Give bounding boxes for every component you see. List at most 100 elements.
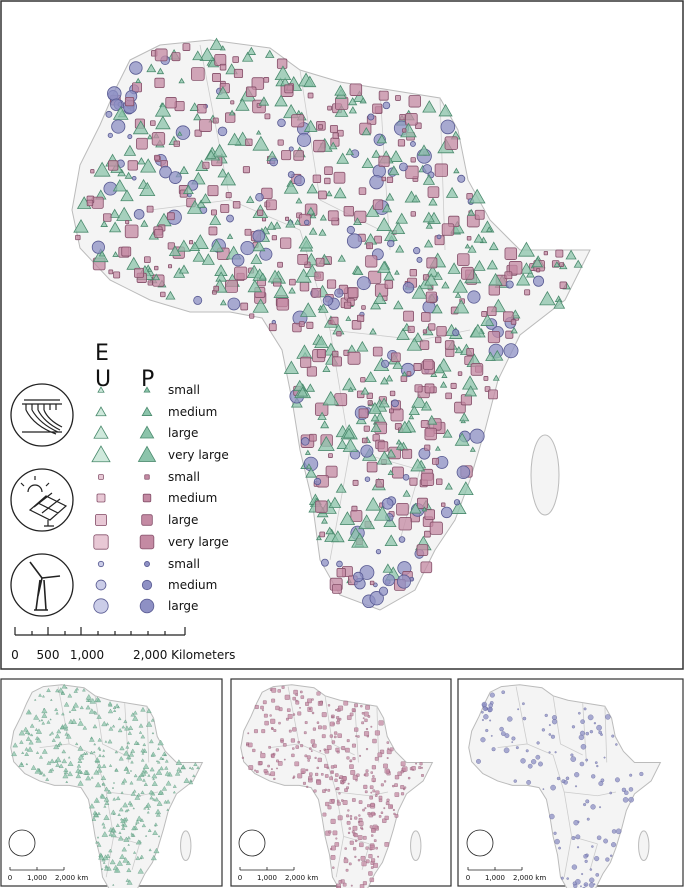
square-symbol: [380, 783, 384, 787]
circle-symbol: [296, 132, 312, 147]
square-symbol: [338, 705, 343, 711]
square-symbol: [324, 763, 329, 768]
square-symbol: [300, 690, 303, 694]
square-symbol: [374, 235, 382, 244]
triangle-symbol: [77, 754, 85, 760]
square-symbol: [419, 340, 430, 350]
circle-symbol: [520, 758, 526, 764]
circle-symbol: [436, 234, 442, 240]
triangle-symbol: [395, 212, 409, 224]
triangle-symbol: [140, 790, 145, 794]
triangle-symbol: [93, 742, 96, 746]
square-symbol: [375, 794, 378, 797]
triangle-symbol: [298, 235, 314, 249]
square-symbol: [336, 331, 342, 337]
square-symbol: [278, 721, 281, 725]
triangle-symbol: [370, 422, 382, 433]
triangle-symbol: [101, 782, 106, 786]
square-symbol: [328, 830, 332, 834]
triangle-symbol: [124, 725, 130, 731]
square-symbol: [380, 811, 384, 814]
africa-map: [240, 684, 434, 892]
triangle-symbol: [180, 765, 186, 769]
triangle-symbol: [406, 337, 422, 351]
circle-symbol: [304, 219, 310, 226]
square-symbol: [432, 457, 439, 465]
square-symbol: [327, 704, 331, 707]
triangle-symbol: [370, 299, 382, 310]
triangle-symbol: [140, 734, 146, 739]
square-symbol: [400, 375, 408, 383]
square-symbol: [197, 104, 207, 114]
triangle-symbol: [91, 445, 111, 463]
square-symbol: [372, 789, 376, 793]
triangle-symbol: [117, 813, 121, 816]
square-symbol: [366, 748, 369, 751]
triangle-symbol: [376, 134, 388, 144]
triangle-symbol: [142, 778, 146, 782]
square-symbol: [368, 270, 382, 284]
triangle-symbol: [150, 855, 157, 861]
circle-symbol: [481, 710, 484, 714]
square-symbol: [524, 289, 531, 296]
triangle-symbol: [381, 203, 393, 213]
triangle-symbol: [422, 100, 437, 113]
square-symbol: [311, 698, 314, 701]
square-symbol: [317, 124, 324, 130]
circle-symbol: [313, 477, 322, 486]
circle-symbol: [360, 444, 374, 458]
triangle-symbol: [421, 506, 428, 512]
triangle-symbol: [132, 789, 137, 793]
triangle-symbol: [139, 425, 155, 439]
square-symbol: [394, 775, 400, 780]
triangle-symbol: [122, 857, 129, 863]
triangle-symbol: [411, 194, 421, 203]
legend-header: P: [141, 367, 154, 392]
square-symbol: [418, 766, 422, 769]
square-symbol: [212, 73, 222, 82]
square-symbol: [86, 199, 94, 207]
inset-scale-bar: [9, 867, 65, 871]
square-symbol: [324, 749, 330, 754]
circle-symbol: [217, 126, 228, 137]
triangle-symbol: [255, 129, 262, 135]
circle-symbol: [226, 214, 234, 223]
triangle-symbol: [227, 132, 242, 146]
circle-symbol: [595, 873, 600, 877]
square-symbol: [339, 775, 343, 779]
square-symbol: [359, 884, 365, 889]
triangle-symbol: [129, 769, 133, 772]
square-symbol: [349, 840, 354, 845]
triangle-symbol: [114, 768, 119, 772]
circle-symbol: [131, 175, 137, 181]
square-symbol: [348, 831, 351, 834]
square-symbol: [354, 727, 359, 732]
square-symbol: [559, 281, 567, 289]
square-symbol: [503, 311, 514, 322]
triangle-symbol: [304, 449, 311, 455]
triangle-symbol: [122, 778, 128, 783]
square-symbol: [415, 762, 417, 765]
triangle-symbol: [220, 171, 237, 186]
triangle-symbol: [333, 186, 347, 199]
square-symbol: [401, 792, 405, 796]
triangle-symbol: [46, 720, 51, 724]
triangle-symbol: [107, 701, 113, 706]
triangle-symbol: [395, 441, 406, 450]
solar-icon-drawing: [20, 476, 68, 527]
square-symbol: [103, 213, 112, 222]
circle-symbol: [159, 165, 172, 179]
square-symbol: [277, 761, 283, 766]
triangle-symbol: [117, 728, 123, 733]
triangle-symbol: [336, 438, 349, 449]
square-symbol: [144, 474, 150, 480]
legend-label: medium: [168, 578, 217, 592]
circle-symbol: [513, 779, 517, 783]
circle-symbol: [580, 885, 582, 888]
triangle-symbol: [96, 714, 102, 719]
square-symbol: [555, 249, 564, 258]
square-symbol: [378, 720, 384, 726]
triangle-symbol: [28, 739, 34, 745]
square-symbol: [261, 217, 267, 222]
triangle-symbol: [140, 857, 143, 860]
